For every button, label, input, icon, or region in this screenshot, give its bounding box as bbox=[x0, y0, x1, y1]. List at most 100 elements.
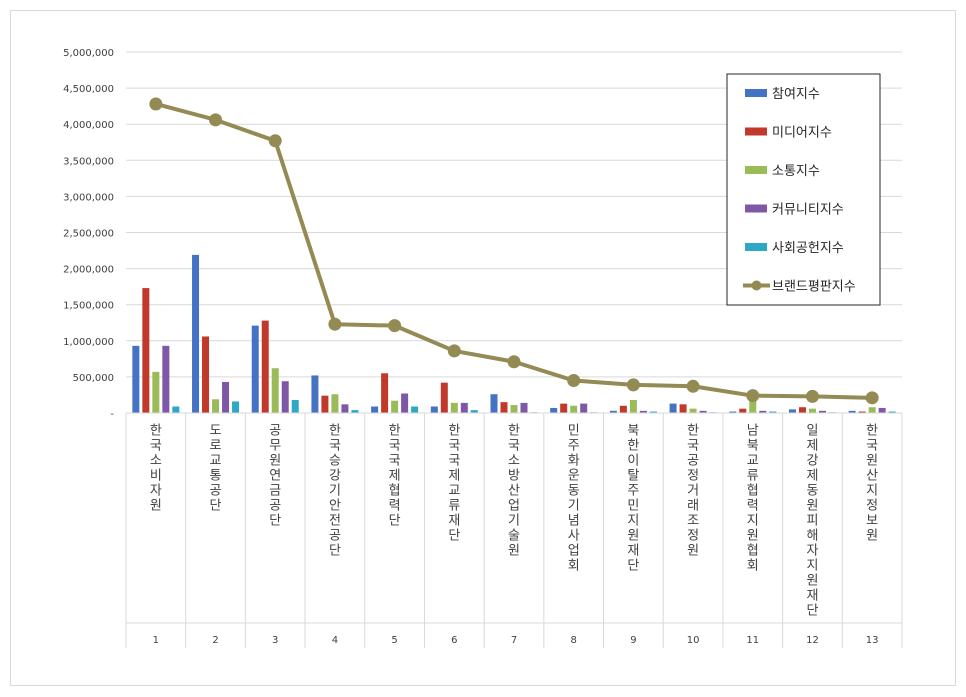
line-point bbox=[209, 113, 223, 127]
y-tick-label: 4,000,000 bbox=[63, 120, 114, 131]
bar-1 bbox=[132, 345, 140, 413]
legend-label: 사회공헌지수 bbox=[772, 241, 844, 256]
bar-5 bbox=[470, 410, 478, 413]
rank-label: 4 bbox=[332, 635, 338, 646]
bar-4 bbox=[878, 407, 886, 413]
bar-4 bbox=[281, 381, 289, 413]
legend-label: 참여지수 bbox=[772, 87, 820, 102]
y-tick-label: 2,000,000 bbox=[63, 265, 114, 276]
bar-3 bbox=[808, 408, 816, 413]
bar-2 bbox=[142, 288, 150, 413]
line-point bbox=[805, 389, 819, 403]
bar-1 bbox=[371, 406, 379, 413]
bar-3 bbox=[152, 371, 160, 413]
bar-4 bbox=[639, 410, 647, 413]
bar-1 bbox=[490, 394, 498, 413]
legend-box bbox=[726, 73, 881, 306]
line-point bbox=[328, 317, 342, 331]
bar-5 bbox=[351, 410, 359, 413]
bar-3 bbox=[450, 402, 458, 413]
bar-2 bbox=[500, 402, 508, 413]
brand-reputation-line bbox=[149, 97, 879, 405]
bar-1 bbox=[430, 406, 438, 413]
legend-swatch-marker bbox=[751, 280, 762, 291]
rank-label: 11 bbox=[746, 635, 759, 646]
y-axis: - 500,000 1,000,000 1,500,000 2,000,000 2,500… bbox=[63, 48, 114, 420]
bar-1 bbox=[311, 375, 319, 413]
legend-label: 브랜드평판지수 bbox=[772, 280, 856, 295]
bar-3 bbox=[391, 400, 399, 413]
rank-label: 2 bbox=[212, 635, 218, 646]
legend-label: 미디어지수 bbox=[772, 126, 832, 141]
y-tick-label: 1,500,000 bbox=[63, 301, 114, 312]
bar-1 bbox=[788, 409, 796, 413]
rank-label: 9 bbox=[630, 635, 636, 646]
bar-1 bbox=[251, 325, 259, 413]
line-point bbox=[865, 391, 879, 405]
bar-2 bbox=[619, 405, 627, 413]
bar-4 bbox=[699, 410, 707, 413]
bar-2 bbox=[858, 411, 866, 413]
bar-1 bbox=[848, 410, 856, 413]
bar-5 bbox=[232, 401, 240, 413]
bar-1 bbox=[192, 254, 200, 413]
rank-label: 8 bbox=[571, 635, 577, 646]
line-point bbox=[388, 319, 402, 333]
bar-5 bbox=[291, 400, 299, 413]
bar-4 bbox=[341, 404, 349, 413]
bar-4 bbox=[818, 410, 826, 413]
bar-2 bbox=[321, 395, 329, 413]
line-point bbox=[149, 97, 163, 111]
chart-frame bbox=[10, 10, 956, 686]
y-tick-label: 3,000,000 bbox=[63, 192, 114, 203]
rank-label: 13 bbox=[866, 635, 879, 646]
legend-swatch bbox=[745, 89, 767, 97]
line-point bbox=[567, 374, 581, 388]
rank-label: 6 bbox=[451, 635, 457, 646]
bar-5 bbox=[172, 406, 180, 413]
line-point bbox=[626, 378, 640, 392]
line-point bbox=[447, 344, 461, 358]
y-tick-label: 3,500,000 bbox=[63, 156, 114, 167]
bar-2 bbox=[261, 320, 269, 413]
bar-5 bbox=[769, 411, 777, 413]
y-tick-label: 1,000,000 bbox=[63, 337, 114, 348]
bar-4 bbox=[401, 393, 409, 413]
bar-3 bbox=[570, 405, 578, 413]
bar-3 bbox=[689, 408, 697, 413]
y-tick-label: 2,500,000 bbox=[63, 229, 114, 240]
legend-label: 커뮤니티지수 bbox=[772, 203, 844, 218]
line-point bbox=[507, 355, 521, 369]
bar-4 bbox=[580, 403, 588, 413]
rank-label: 7 bbox=[511, 635, 517, 646]
bar-3 bbox=[510, 405, 518, 413]
rank-label: 10 bbox=[687, 635, 700, 646]
rank-label: 3 bbox=[272, 635, 278, 646]
bar-5 bbox=[411, 406, 419, 413]
bar-3 bbox=[868, 407, 876, 413]
bar-1 bbox=[609, 410, 617, 413]
bar-4 bbox=[222, 381, 230, 413]
line-point bbox=[746, 389, 760, 403]
bar-4 bbox=[162, 345, 170, 413]
legend-swatch bbox=[745, 166, 767, 174]
bar-2 bbox=[202, 336, 210, 413]
y-tick-label: - bbox=[110, 409, 114, 420]
bar-3 bbox=[331, 394, 339, 413]
bar-2 bbox=[739, 408, 747, 413]
legend-swatch bbox=[745, 243, 767, 251]
bar-2 bbox=[798, 407, 806, 413]
y-tick-label: 5,000,000 bbox=[63, 48, 114, 59]
bars bbox=[132, 254, 896, 413]
